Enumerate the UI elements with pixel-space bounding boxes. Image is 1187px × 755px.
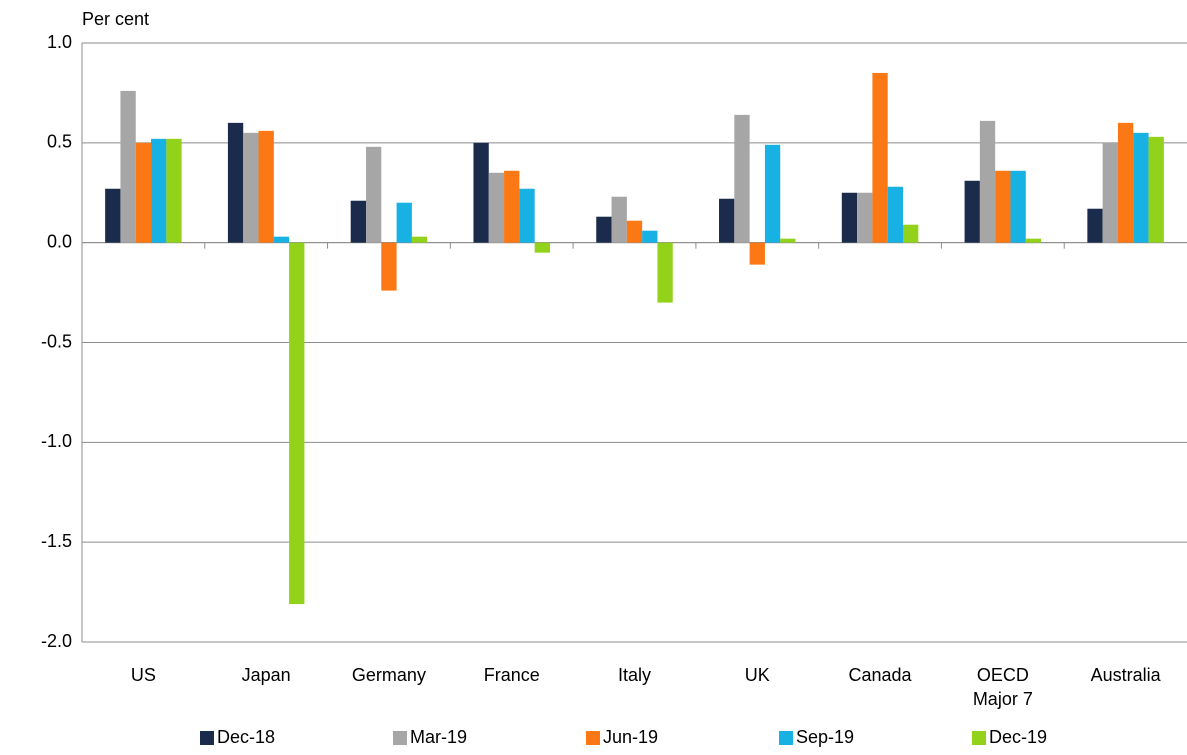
bar xyxy=(135,142,152,243)
bar xyxy=(1148,136,1164,243)
bar xyxy=(350,200,366,243)
y-tick-label: -2.0 xyxy=(41,631,72,651)
bar xyxy=(1087,208,1103,243)
bar xyxy=(365,146,382,243)
x-tick-label: Canada xyxy=(848,665,912,685)
bar xyxy=(519,188,535,243)
legend-swatch xyxy=(200,731,214,745)
bar xyxy=(857,192,873,243)
bar xyxy=(273,236,290,243)
bar xyxy=(979,120,996,243)
x-tick-label: Japan xyxy=(241,665,291,685)
y-tick-label: -1.5 xyxy=(41,531,72,551)
bar xyxy=(1133,132,1149,243)
bar xyxy=(258,130,274,243)
legend-swatch xyxy=(586,731,600,745)
y-tick-label: -1.0 xyxy=(41,431,72,451)
bar xyxy=(105,188,121,243)
bar xyxy=(151,138,167,243)
bar xyxy=(166,138,182,243)
bar xyxy=(872,72,888,243)
legend-swatch xyxy=(972,731,986,745)
bar xyxy=(243,132,259,243)
bar xyxy=(841,192,858,243)
bar xyxy=(473,142,489,243)
legend-swatch xyxy=(779,731,793,745)
bar xyxy=(764,144,781,243)
bar xyxy=(1117,122,1134,243)
bar xyxy=(749,242,765,265)
bar xyxy=(780,238,796,243)
bar xyxy=(657,242,673,303)
bar xyxy=(504,170,520,243)
bar xyxy=(964,180,980,243)
x-tick-label: UK xyxy=(744,665,770,685)
bar xyxy=(289,242,305,605)
bar xyxy=(887,186,904,243)
bar xyxy=(1025,238,1042,243)
bar xyxy=(1102,142,1118,243)
y-tick-label: 1.0 xyxy=(47,32,72,52)
x-tick-label: France xyxy=(483,665,540,685)
bar xyxy=(995,170,1011,243)
y-tick-label: 0.5 xyxy=(47,132,72,152)
y-axis-title: Per cent xyxy=(82,9,149,29)
y-tick-label: 0.0 xyxy=(47,231,72,251)
bar xyxy=(120,90,136,243)
bar xyxy=(596,216,612,243)
bar xyxy=(734,114,750,243)
bar xyxy=(227,122,244,243)
bar xyxy=(1010,170,1026,243)
x-tick-label: US xyxy=(130,665,156,685)
legend-label: Dec-18 xyxy=(217,727,275,747)
x-tick-label: Italy xyxy=(617,665,651,685)
bar xyxy=(381,242,397,291)
x-tick-label: OECD Major 7 xyxy=(972,665,1033,709)
legend-label: Mar-19 xyxy=(410,727,467,747)
y-tick-label: -0.5 xyxy=(41,331,72,351)
legend-label: Jun-19 xyxy=(603,727,658,747)
bar xyxy=(626,220,643,243)
bar xyxy=(411,236,428,243)
x-tick-label: Australia xyxy=(1090,665,1161,685)
bar xyxy=(534,242,550,253)
bar xyxy=(396,202,412,243)
legend-swatch xyxy=(393,731,407,745)
bar xyxy=(719,198,735,243)
bar xyxy=(903,224,919,243)
legend-label: Sep-19 xyxy=(796,727,854,747)
legend-label: Dec-19 xyxy=(989,727,1047,747)
bar xyxy=(611,196,627,243)
bar xyxy=(642,230,658,243)
bar xyxy=(488,172,505,243)
x-tick-label: Germany xyxy=(351,665,426,685)
